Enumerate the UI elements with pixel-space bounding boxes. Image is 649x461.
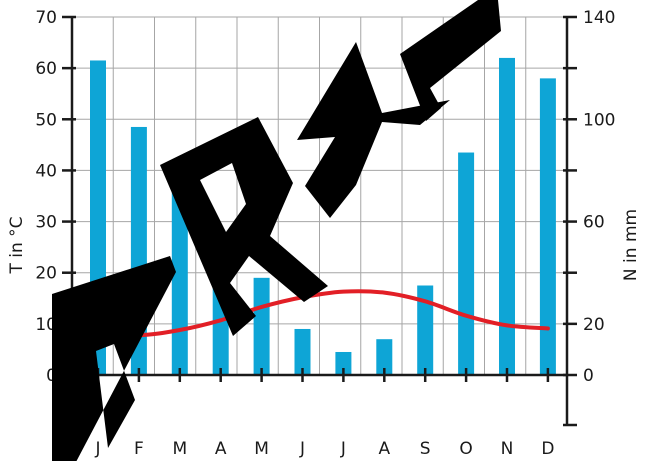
bar (417, 285, 434, 375)
bar (499, 57, 515, 376)
month-label: M (254, 439, 269, 459)
watermark-letter-l (400, 0, 501, 121)
temperature-line (96, 289, 550, 338)
month-label: D (541, 439, 554, 459)
axis-layer (62, 15, 577, 427)
watermark-letter-o (52, 256, 176, 461)
month-label: A (378, 439, 390, 459)
left-tick-label: 70 (35, 8, 57, 28)
month-label: S (420, 439, 431, 459)
month-label: A (215, 439, 227, 459)
watermark-letter-a (297, 42, 450, 218)
month-label: J (94, 439, 100, 459)
left-tick-label: 50 (35, 110, 57, 130)
month-label: F (134, 439, 144, 459)
bar (458, 152, 475, 375)
right-tick-label: 100 (583, 110, 615, 130)
month-label: J (299, 439, 305, 459)
bar (539, 78, 556, 375)
left-tick-label: 60 (35, 59, 57, 79)
left-tick-label: 40 (35, 161, 57, 181)
left-tick-label: 30 (35, 213, 57, 233)
right-tick-label: 0 (583, 366, 594, 386)
right-tick-label: 140 (583, 8, 615, 28)
right-tick-label: 60 (583, 213, 605, 233)
watermark (52, 0, 501, 461)
bar (294, 328, 311, 375)
line-layer (96, 289, 550, 338)
left-tick-label: 0 (46, 366, 57, 386)
bar-layer (90, 57, 556, 376)
month-label: J (340, 439, 346, 459)
bar (253, 277, 270, 375)
left-tick-label: 10 (35, 315, 57, 335)
month-label: M (172, 439, 187, 459)
left-tick-label: 20 (35, 264, 57, 284)
left-axis-title: T in °C (7, 216, 27, 274)
month-label: O (459, 439, 472, 459)
month-label: N (501, 439, 514, 459)
watermark-letter-r (160, 117, 328, 336)
label-layer: 0 10 20 30 40 50 60 70 0 20 60 100 140 J F M A M J J A S O N D (35, 8, 615, 459)
bar (376, 339, 393, 375)
bar (335, 351, 352, 375)
right-axis-title: N in mm (621, 209, 641, 281)
right-tick-label: 20 (583, 315, 605, 335)
